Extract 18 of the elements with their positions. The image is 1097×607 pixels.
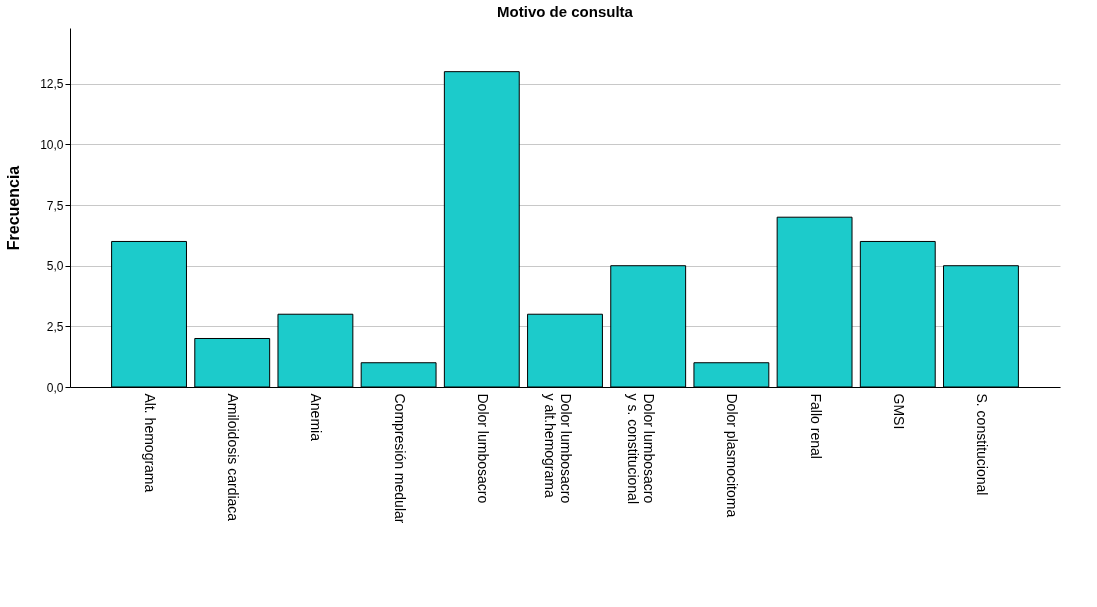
y-tick-label: 0,0 <box>46 380 64 395</box>
x-tick-label: Amiloidosis cardiaca <box>225 393 242 522</box>
chart-title: Motivo de consulta <box>497 3 634 20</box>
x-tick-label: Alt. hemograma <box>142 393 159 493</box>
y-tick-label: 5,0 <box>46 259 64 274</box>
x-tick-label: Compresión medular <box>391 393 408 524</box>
x-tick-label: Anemia <box>308 393 325 442</box>
x-tick-label: Dolor lumbosacro <box>474 393 491 504</box>
y-tick-label: 12,5 <box>40 77 64 92</box>
x-tick-label: S. constitucional <box>973 393 990 496</box>
x-tick-label: Dolor plasmocitoma <box>724 393 741 518</box>
y-tick-label: 10,0 <box>40 137 64 152</box>
x-tick-label: Dolor lumbosacro y alt.hemograma <box>542 393 574 504</box>
x-tick-label: Fallo renal <box>807 393 824 459</box>
x-tick-label: GMSI <box>890 393 907 430</box>
y-tick-label: 2,5 <box>46 319 64 334</box>
y-tick-label: 7,5 <box>46 198 64 213</box>
y-axis-title: Frecuencia <box>5 165 23 251</box>
